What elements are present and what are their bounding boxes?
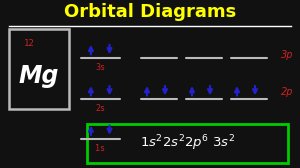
Text: Mg: Mg [19, 64, 59, 88]
Text: 3p: 3p [280, 50, 293, 60]
Text: 3s: 3s [95, 63, 106, 72]
Text: 12: 12 [24, 39, 35, 48]
Text: $1s^2 2s^2 2p^6\ 3s^2$: $1s^2 2s^2 2p^6\ 3s^2$ [140, 134, 235, 153]
Bar [87, 124, 288, 163]
Text: 1s: 1s [95, 144, 106, 153]
Text: Orbital Diagrams: Orbital Diagrams [64, 3, 236, 21]
Text: 2p: 2p [280, 87, 293, 97]
Bar [9, 29, 69, 109]
Text: 2s: 2s [95, 104, 106, 113]
